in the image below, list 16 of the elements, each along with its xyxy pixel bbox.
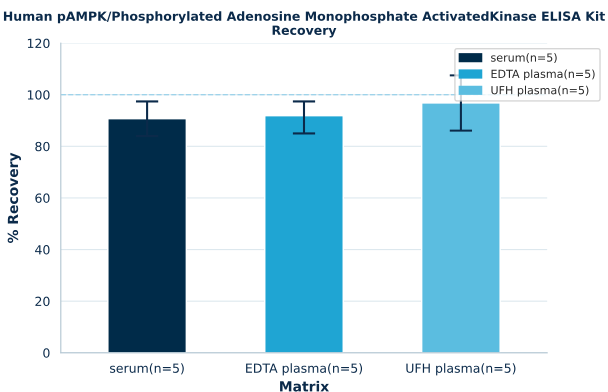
y-tick-label: 120 bbox=[28, 38, 50, 48]
y-tick-label: 80 bbox=[35, 142, 50, 152]
y-tick-label: 40 bbox=[35, 245, 50, 254]
chart-title: Human pAMPK/Phosphorylated Adenosine Monophosphate ActivatedKinase ELISA Kit Recovery bbox=[4, 11, 605, 38]
y-tick-label: 20 bbox=[35, 296, 50, 306]
x-axis-title: Matrix bbox=[280, 380, 329, 392]
y-tick-label: 0 bbox=[43, 348, 50, 358]
legend-label: UFH plasma(n=5) bbox=[491, 86, 588, 96]
y-tick-label: 60 bbox=[35, 193, 50, 203]
legend-label: serum(n=5) bbox=[491, 53, 557, 64]
y-tick-label: 100 bbox=[28, 90, 50, 100]
x-tick-label: UFH plasma(n=5) bbox=[406, 363, 516, 376]
legend-label: EDTA plasma(n=5) bbox=[492, 69, 595, 80]
x-tick-label: serum(n=5) bbox=[110, 363, 184, 374]
y-axis-title: % Recovery bbox=[8, 152, 21, 244]
x-tick-label: EDTA plasma(n=5) bbox=[246, 363, 362, 376]
